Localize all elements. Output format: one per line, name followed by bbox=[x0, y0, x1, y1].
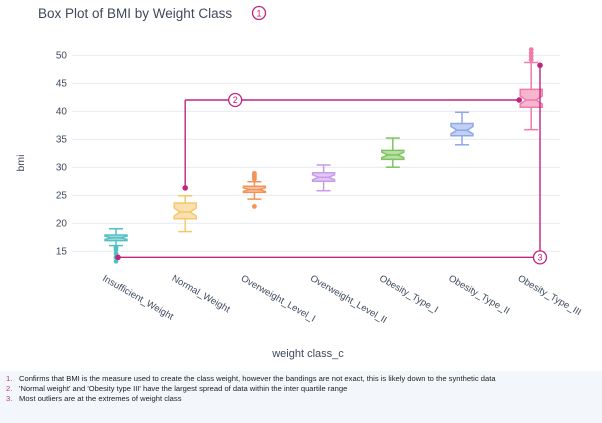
x-axis-label: weight class_c bbox=[271, 348, 344, 360]
y-tick-label: 15 bbox=[56, 247, 68, 258]
note-number: 1. bbox=[6, 374, 13, 383]
y-tick-label: 30 bbox=[56, 163, 68, 174]
annotation-marker-1-circle bbox=[251, 5, 267, 21]
note-item: 2. 'Normal weight' and 'Obesity type III'… bbox=[6, 384, 602, 394]
annotation-marker-3-label: 3 bbox=[537, 253, 542, 263]
note-text: Confirms that BMI is the measure used to… bbox=[19, 374, 496, 383]
y-axis-label: bmi bbox=[15, 155, 27, 172]
note-text: 'Normal weight' and 'Obesity type III' h… bbox=[19, 384, 348, 393]
notes-panel: 1. Confirms that BMI is the measure used … bbox=[0, 371, 602, 423]
y-tick-labels: 15 20 25 30 35 40 45 50 bbox=[56, 51, 68, 258]
iqr-box bbox=[173, 202, 197, 220]
outlier-point bbox=[113, 258, 119, 264]
x-tick-label: Overweight_Level_II bbox=[308, 273, 389, 326]
y-tick-label: 40 bbox=[56, 107, 68, 118]
box-normal-weight bbox=[173, 195, 197, 233]
annotation-marker-2-circle bbox=[228, 92, 243, 108]
box-obesity-type-i bbox=[381, 137, 405, 168]
box-obesity-type-ii bbox=[450, 111, 474, 146]
note-number: 2. bbox=[6, 384, 13, 393]
box-obesity-type-iii bbox=[519, 47, 543, 131]
annotation-3-dot bbox=[115, 254, 121, 261]
y-tick-label: 50 bbox=[56, 51, 68, 62]
x-tick-label: Obesity_Type_I bbox=[377, 273, 440, 316]
x-tick-label: Obesity_Type_III bbox=[516, 273, 583, 318]
chart-title: Box Plot of BMI by Weight Class bbox=[38, 6, 232, 21]
annotation-2-dot bbox=[516, 97, 522, 103]
y-tick-label: 25 bbox=[56, 191, 68, 202]
box-plot-chart: Box Plot of BMI by Weight Class 1 152025… bbox=[15, 5, 583, 360]
note-item: 3. Most outliers are at the extremes of w… bbox=[6, 394, 602, 404]
note-item: 1. Confirms that BMI is the measure used … bbox=[6, 374, 602, 384]
outlier-point bbox=[113, 251, 119, 256]
outlier-point bbox=[113, 247, 119, 252]
y-tick-label: 20 bbox=[56, 219, 68, 230]
x-tick-label: Overweight_Level_I bbox=[239, 273, 317, 325]
iqr-box bbox=[519, 88, 543, 109]
outlier-point bbox=[528, 47, 534, 52]
annotation-marker-1-label: 1 bbox=[256, 9, 261, 19]
x-tick-label: Obesity_Type_II bbox=[447, 273, 512, 317]
annotation-marker-3-circle bbox=[532, 250, 548, 265]
outlier-point bbox=[528, 57, 534, 63]
annotation-3-dot bbox=[537, 62, 543, 69]
outlier-point bbox=[252, 170, 257, 176]
title-annotation-marker: 1 bbox=[251, 5, 267, 21]
x-tick-label: Normal_Weight bbox=[170, 273, 232, 315]
boxes bbox=[104, 47, 543, 264]
annotation-marker-2-label: 2 bbox=[233, 95, 238, 105]
outlier-point bbox=[528, 50, 534, 56]
annotations: 23 bbox=[115, 62, 548, 265]
x-tick-label: Insufficient_Weight bbox=[101, 273, 176, 323]
y-tick-label: 35 bbox=[56, 135, 68, 146]
outlier-point bbox=[528, 53, 534, 59]
box-overweight-level-ii bbox=[311, 164, 336, 192]
y-tick-label: 45 bbox=[56, 79, 68, 90]
outlier-point bbox=[252, 204, 257, 209]
grid-lines bbox=[72, 54, 560, 252]
note-text: Most outliers are at the extremes of wei… bbox=[19, 394, 182, 403]
annotation-2-dot bbox=[182, 185, 188, 191]
box-overweight-level-i bbox=[242, 170, 267, 209]
note-number: 3. bbox=[6, 394, 13, 403]
